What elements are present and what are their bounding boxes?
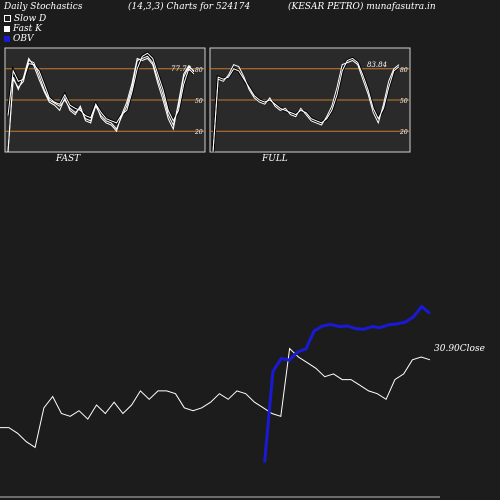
legend-obv: OBV	[4, 34, 34, 44]
full-series-1	[212, 59, 400, 153]
fast-series-2	[7, 57, 195, 153]
full-last-value: 83.84	[367, 61, 387, 69]
obv-swatch	[4, 35, 10, 42]
obv-line	[263, 304, 431, 463]
full-series-0-stroke	[212, 57, 400, 153]
fast-series-0-stroke	[7, 52, 195, 124]
fast-series-1	[7, 55, 195, 153]
legend-fast-k-label: Fast K	[13, 24, 42, 34]
full-panel-label: FULL	[262, 154, 288, 164]
slow-d-swatch	[4, 15, 11, 22]
legend-obv-label: OBV	[13, 34, 34, 44]
price-obv-panel: 30.90Close	[0, 304, 485, 498]
company-label: (KESAR PETRO) munafasutra.in	[288, 2, 436, 12]
fast-tick-label: 20	[194, 129, 203, 136]
chart-params: (14,3,3) Charts for 524174	[128, 2, 251, 12]
fast-k-swatch	[4, 25, 10, 32]
fast-stochastic-panel: 80 50 20 77.78	[4, 47, 206, 153]
legend-slow-d-label: Slow D	[14, 14, 47, 24]
close-value-label: 30.90Close	[434, 344, 485, 354]
full-tick-label: 20	[399, 129, 408, 136]
chart-title: Daily Stochastics	[4, 2, 83, 12]
full-stochastic-panel: 80 50 20 83.84	[209, 47, 411, 153]
fast-tick-label: 50	[195, 98, 203, 105]
full-tick-label: 80	[400, 67, 408, 74]
fast-tick-label: 80	[195, 67, 203, 74]
close-price-line	[0, 347, 431, 449]
fast-panel-label: FAST	[56, 154, 81, 164]
fast-last-value: 77.78	[171, 65, 192, 73]
legend-fast-k: Fast K	[4, 24, 42, 34]
legend-slow-d: Slow D	[4, 14, 46, 24]
full-tick-label: 50	[400, 98, 408, 105]
